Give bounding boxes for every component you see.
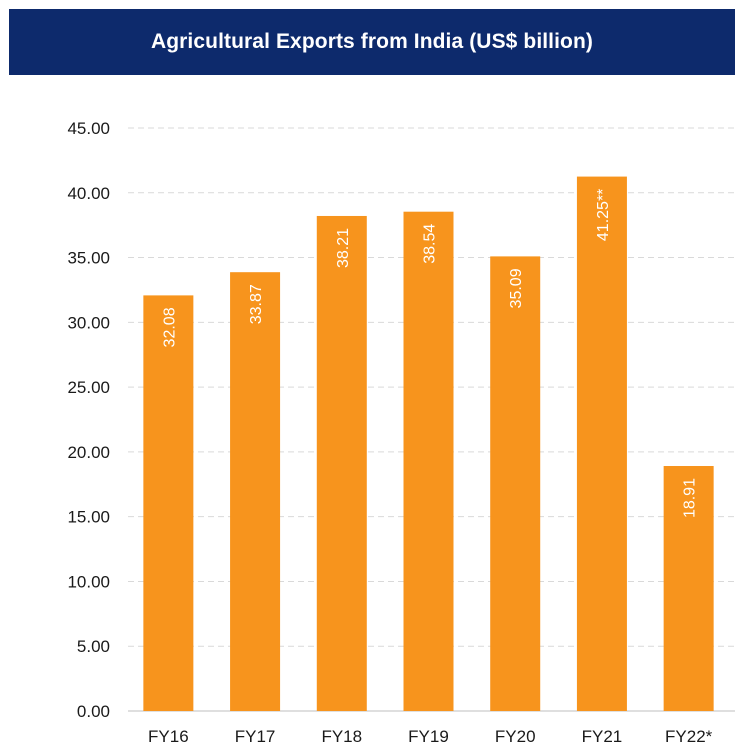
bar	[403, 211, 454, 712]
bar-value-label: 38.54	[422, 224, 439, 264]
bar	[143, 295, 194, 711]
chart-title-bar: Agricultural Exports from India (US$ bil…	[9, 9, 735, 75]
chart-title: Agricultural Exports from India (US$ bil…	[150, 30, 594, 53]
x-category-label: FY16	[148, 727, 189, 744]
x-category-label: FY18	[321, 727, 362, 744]
y-tick-label: 20.00	[67, 443, 110, 462]
y-tick-label: 0.00	[77, 702, 110, 721]
y-tick-label: 25.00	[67, 378, 110, 397]
bar	[316, 215, 367, 712]
x-category-label: FY17	[235, 727, 276, 744]
x-category-label: FY20	[495, 727, 536, 744]
x-category-label: FY19	[408, 727, 449, 744]
y-tick-label: 15.00	[67, 508, 110, 527]
bar-value-label: 32.08	[161, 307, 178, 347]
y-tick-label: 10.00	[67, 572, 110, 591]
y-tick-label: 30.00	[67, 313, 110, 332]
y-tick-label: 5.00	[77, 637, 110, 656]
bar-value-label: 35.09	[508, 268, 525, 308]
bar	[490, 256, 541, 711]
bar-value-label: 41.25**	[595, 189, 612, 242]
x-category-label: FY22*	[665, 727, 713, 744]
bar-value-label: 38.21	[335, 228, 352, 268]
bar-value-label: 33.87	[248, 284, 265, 324]
y-tick-label: 35.00	[67, 249, 110, 268]
y-tick-label: 40.00	[67, 184, 110, 203]
bar	[230, 272, 281, 711]
bar	[576, 176, 627, 712]
bar	[663, 466, 714, 711]
y-tick-label: 45.00	[67, 119, 110, 138]
x-category-label: FY21	[582, 727, 623, 744]
bar-value-label: 18.91	[682, 478, 699, 518]
